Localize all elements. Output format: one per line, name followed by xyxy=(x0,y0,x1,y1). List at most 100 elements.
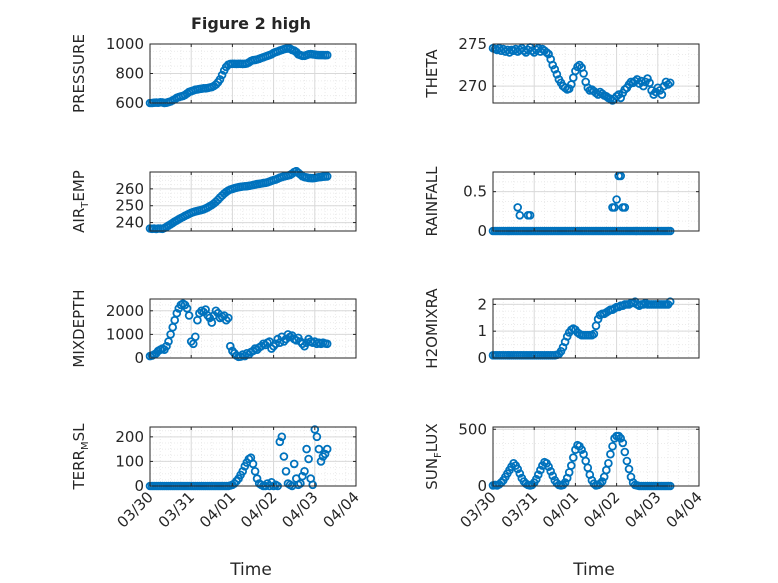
y-tick-label: 500 xyxy=(458,420,487,438)
data-point xyxy=(620,447,630,457)
data-point xyxy=(205,313,215,323)
data-point xyxy=(577,445,586,455)
data-point xyxy=(248,459,258,469)
y-tick-label: 1000 xyxy=(106,325,144,343)
subplot-1: 600 800 1000 PRESSURE xyxy=(70,34,357,113)
data-point xyxy=(215,75,225,84)
y-axis-label-subscript: M xyxy=(80,441,91,450)
x-tick-label: 04/03 xyxy=(621,488,664,531)
data-point xyxy=(624,464,634,474)
data-point xyxy=(606,449,615,459)
data-point xyxy=(279,452,289,461)
data-point xyxy=(304,454,313,464)
data-point xyxy=(162,341,171,351)
data-point xyxy=(548,471,557,481)
data-point xyxy=(665,297,675,307)
subplot-2: 270 275 THETA xyxy=(423,35,700,105)
data-point xyxy=(542,48,551,57)
data-point xyxy=(544,462,553,472)
data-point xyxy=(277,432,287,442)
x-tick-label: 04/02 xyxy=(237,488,280,531)
data-point xyxy=(314,444,324,454)
figure-title: Figure 2 high xyxy=(191,14,311,33)
y-tick-label: 2000 xyxy=(106,302,144,320)
y-tick-label: 200 xyxy=(115,428,144,446)
y-tick-label: 800 xyxy=(115,65,144,83)
axes-box xyxy=(149,298,357,359)
data-point xyxy=(614,431,623,441)
data-point xyxy=(320,449,330,459)
y-axis-label: THETA xyxy=(423,49,441,99)
subplot-6: 0 1 2 H2OMIXRA xyxy=(423,288,700,369)
y-axis-label-main: AIR xyxy=(70,208,88,233)
y-axis-label: SUNFLUX xyxy=(423,423,444,489)
axes-box xyxy=(149,171,357,232)
y-axis-label: H2OMIXRA xyxy=(423,288,441,369)
data-point xyxy=(632,75,642,84)
data-point xyxy=(573,62,582,72)
data-point xyxy=(564,84,574,93)
axes-box xyxy=(492,171,700,232)
data-point xyxy=(595,479,605,489)
y-axis-label-main: SUN xyxy=(423,458,441,490)
y-axis-label: RAINFALL xyxy=(423,166,441,237)
data-point xyxy=(515,211,525,220)
x-tick-label: 04/02 xyxy=(580,488,623,531)
y-axis-label-subscript: T xyxy=(80,201,91,209)
x-tick-label: 04/04 xyxy=(320,488,363,531)
data-point xyxy=(639,81,648,91)
data-point xyxy=(608,441,617,451)
y-tick-label: 275 xyxy=(458,35,487,53)
data-point xyxy=(568,453,578,462)
data-point xyxy=(236,352,245,361)
y-tick-label: 270 xyxy=(458,77,487,95)
data-point xyxy=(604,458,613,468)
y-tick-label: 250 xyxy=(115,197,144,215)
x-tick-label: 04/01 xyxy=(539,488,582,531)
y-tick-label: 0 xyxy=(477,222,487,240)
data-point xyxy=(546,466,555,476)
data-point xyxy=(217,70,227,80)
data-point xyxy=(312,432,322,442)
plot-area xyxy=(493,427,699,486)
data-point xyxy=(298,471,307,481)
data-point xyxy=(657,90,667,99)
data-point xyxy=(513,464,522,474)
y-axis-label: MIXDEPTH xyxy=(70,289,88,367)
x-axis-label-left: Time xyxy=(229,560,272,580)
x-tick-label: 04/04 xyxy=(663,488,706,531)
data-point xyxy=(281,466,291,476)
axes-box xyxy=(492,426,700,487)
x-tick-label: 04/01 xyxy=(196,488,239,531)
data-series xyxy=(145,299,332,362)
data-point xyxy=(616,433,625,443)
data-series xyxy=(488,43,675,105)
x-tick-label: 03/31 xyxy=(498,488,541,531)
data-point xyxy=(302,444,311,454)
data-point xyxy=(552,70,562,79)
y-tick-label: 1 xyxy=(477,322,487,340)
data-point xyxy=(589,329,599,339)
data-point xyxy=(271,339,281,349)
y-axis-label-rest: EMP xyxy=(70,170,88,201)
data-point xyxy=(622,456,632,466)
data-point xyxy=(525,211,535,220)
data-point xyxy=(322,172,332,181)
x-axis-label-right: Time xyxy=(572,560,615,580)
data-point xyxy=(300,466,309,476)
y-tick-label: 0 xyxy=(477,477,487,495)
y-tick-label: 0 xyxy=(134,349,144,367)
axes-box xyxy=(492,298,700,359)
data-point xyxy=(252,474,262,483)
subplot-4: 0 0.5 RAINFALL xyxy=(423,166,700,240)
data-point xyxy=(250,466,260,476)
y-tick-label: 100 xyxy=(115,452,144,470)
data-point xyxy=(597,477,607,486)
data-point xyxy=(618,438,628,448)
data-point xyxy=(566,461,576,470)
y-axis-label: PRESSURE xyxy=(70,34,88,113)
data-point xyxy=(226,341,235,351)
y-tick-label: 2 xyxy=(477,295,487,313)
y-tick-label: 600 xyxy=(115,94,144,112)
